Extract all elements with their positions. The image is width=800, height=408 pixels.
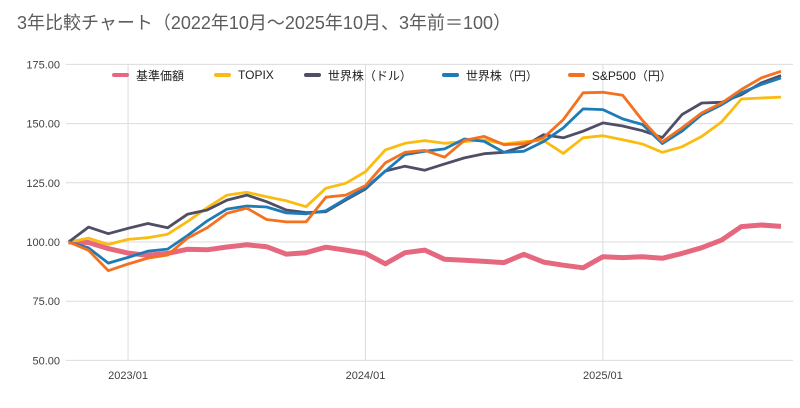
legend-swatch-icon <box>112 73 129 77</box>
series-line-5 <box>68 69 782 273</box>
y-axis-tick-label: 50.00 <box>32 355 60 367</box>
chart-legend: 基準価額 TOPIX 世界株（ドル） 世界株（円） S&P500（円） <box>112 66 672 84</box>
legend-swatch-icon <box>214 73 232 77</box>
x-axis-tick-label: 2025/01 <box>583 370 623 382</box>
y-axis-tick-label: 100.00 <box>26 237 60 249</box>
legend-label: 基準価額 <box>136 68 185 83</box>
y-axis-tick-label: 150.00 <box>26 119 60 131</box>
legend-label: TOPIX <box>238 68 274 82</box>
legend-swatch-icon <box>441 73 459 77</box>
y-axis-tick-label: 125.00 <box>26 178 60 190</box>
series-line-1 <box>68 222 782 271</box>
legend-item-1[interactable]: 基準価額 <box>112 67 184 84</box>
x-axis-tick-label: 2023/01 <box>108 370 148 382</box>
chart-title: 3年比較チャート（2022年10月～2025年10月、3年前＝100） <box>17 13 512 33</box>
legend-item-4[interactable]: 世界株（円） <box>441 67 538 84</box>
y-axis-tick-label: 75.00 <box>32 296 60 308</box>
legend-item-5[interactable]: S&P500（円） <box>567 67 672 84</box>
legend-label: 世界株（円） <box>465 68 538 83</box>
x-axis-tick-label: 2024/01 <box>346 370 386 382</box>
legend-swatch-icon <box>567 73 585 77</box>
legend-swatch-icon <box>303 73 321 77</box>
y-axis-tick-label: 175.00 <box>26 59 60 71</box>
legend-label: 世界株（ドル） <box>327 68 412 83</box>
series-line-2 <box>68 95 782 246</box>
legend-item-3[interactable]: 世界株（ドル） <box>303 67 412 84</box>
legend-label: S&P500（円） <box>591 68 672 83</box>
series-line-3 <box>67 74 782 244</box>
legend-item-2[interactable]: TOPIX <box>214 68 274 82</box>
